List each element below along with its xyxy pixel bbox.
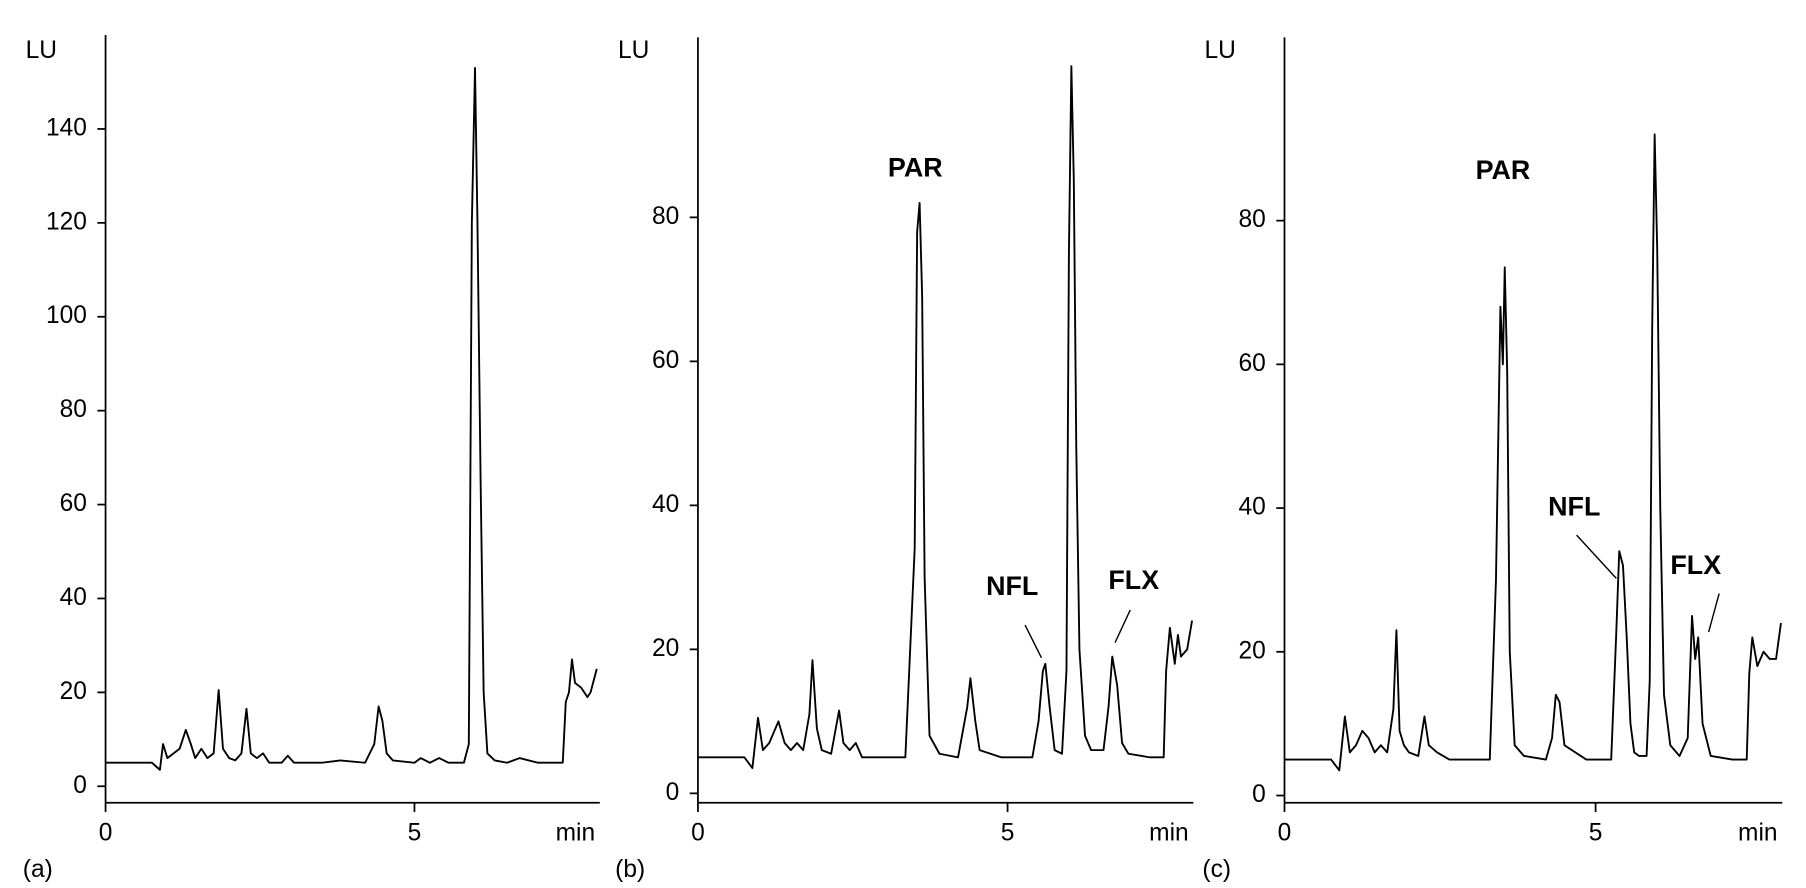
y-tick-label: 60 xyxy=(1239,350,1266,377)
leader-line xyxy=(1114,609,1131,643)
y-tick-label: 20 xyxy=(652,635,679,662)
y-axis-label: LU xyxy=(618,37,649,64)
x-tick-label: 5 xyxy=(1001,820,1015,847)
leader-line xyxy=(1576,534,1617,579)
y-tick-label: 20 xyxy=(60,678,87,705)
peak-annotation: PAR xyxy=(888,153,943,183)
y-tick-label: 100 xyxy=(46,302,87,329)
y-tick-label: 60 xyxy=(652,347,679,374)
peak-annotation: FLX xyxy=(1670,550,1721,580)
y-tick-label: 40 xyxy=(60,584,87,611)
peak-annotation: NFL xyxy=(986,571,1038,601)
panel-label: (c) xyxy=(1202,856,1231,883)
y-tick-label: 80 xyxy=(60,396,87,423)
panel-label: (b) xyxy=(615,856,645,883)
x-tick-label: 0 xyxy=(99,820,113,847)
y-tick-label: 80 xyxy=(652,203,679,230)
peak-annotation: NFL xyxy=(1548,491,1600,521)
x-axis-label: min xyxy=(556,820,596,847)
y-tick-label: 40 xyxy=(652,491,679,518)
panel-label: (a) xyxy=(23,856,53,883)
leader-line xyxy=(1024,624,1043,659)
trace xyxy=(697,65,1193,770)
x-tick-label: 0 xyxy=(1278,820,1292,847)
y-tick-label: 120 xyxy=(46,208,87,235)
x-tick-label: 5 xyxy=(408,820,422,847)
x-tick-label: 5 xyxy=(1589,820,1603,847)
y-tick-label: 40 xyxy=(1239,494,1266,521)
y-axis-label: LU xyxy=(1205,37,1236,64)
leader-line xyxy=(1707,593,1720,633)
y-tick-label: 0 xyxy=(666,779,680,806)
y-axis-label: LU xyxy=(26,37,57,64)
y-tick-label: 60 xyxy=(60,490,87,517)
trace xyxy=(1284,133,1782,772)
y-tick-label: 0 xyxy=(73,772,87,799)
x-axis-label: min xyxy=(1149,820,1189,847)
peak-annotation: FLX xyxy=(1108,565,1159,595)
x-axis-label: min xyxy=(1738,820,1778,847)
x-tick-label: 0 xyxy=(691,820,705,847)
y-tick-label: 0 xyxy=(1252,781,1266,808)
y-tick-label: 20 xyxy=(1239,637,1266,664)
y-tick-label: 80 xyxy=(1239,206,1266,233)
trace xyxy=(105,66,598,771)
y-tick-label: 140 xyxy=(46,114,87,141)
peak-annotation: PAR xyxy=(1476,155,1531,185)
